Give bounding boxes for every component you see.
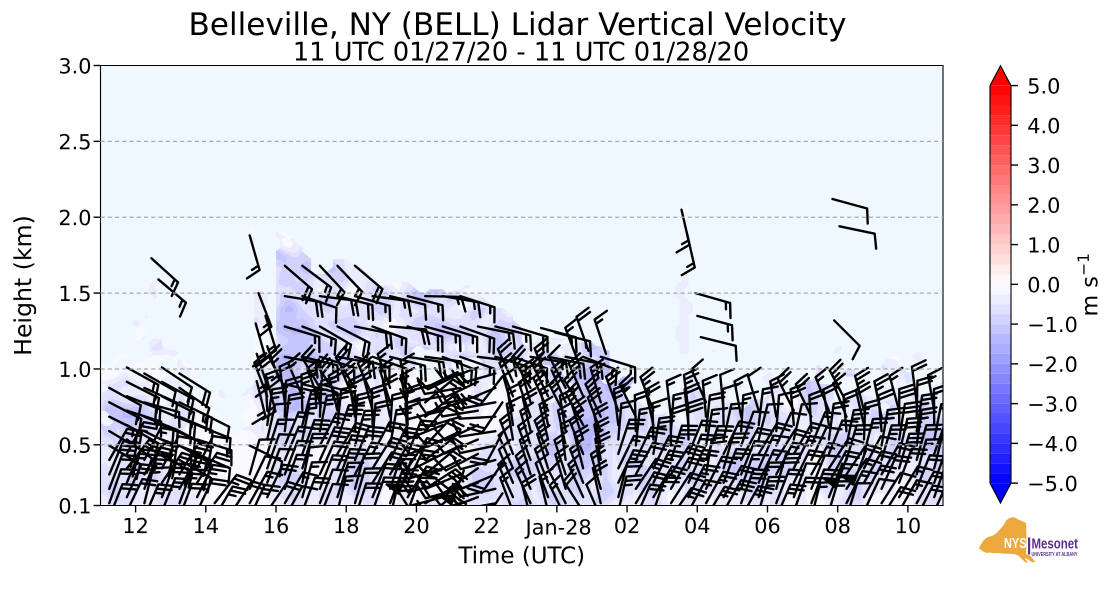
svg-text:Mesonet: Mesonet (1032, 537, 1079, 553)
svg-text:UNIVERSITY AT ALBANY: UNIVERSITY AT ALBANY (1032, 552, 1079, 558)
svg-text:NYS: NYS (1004, 535, 1027, 552)
